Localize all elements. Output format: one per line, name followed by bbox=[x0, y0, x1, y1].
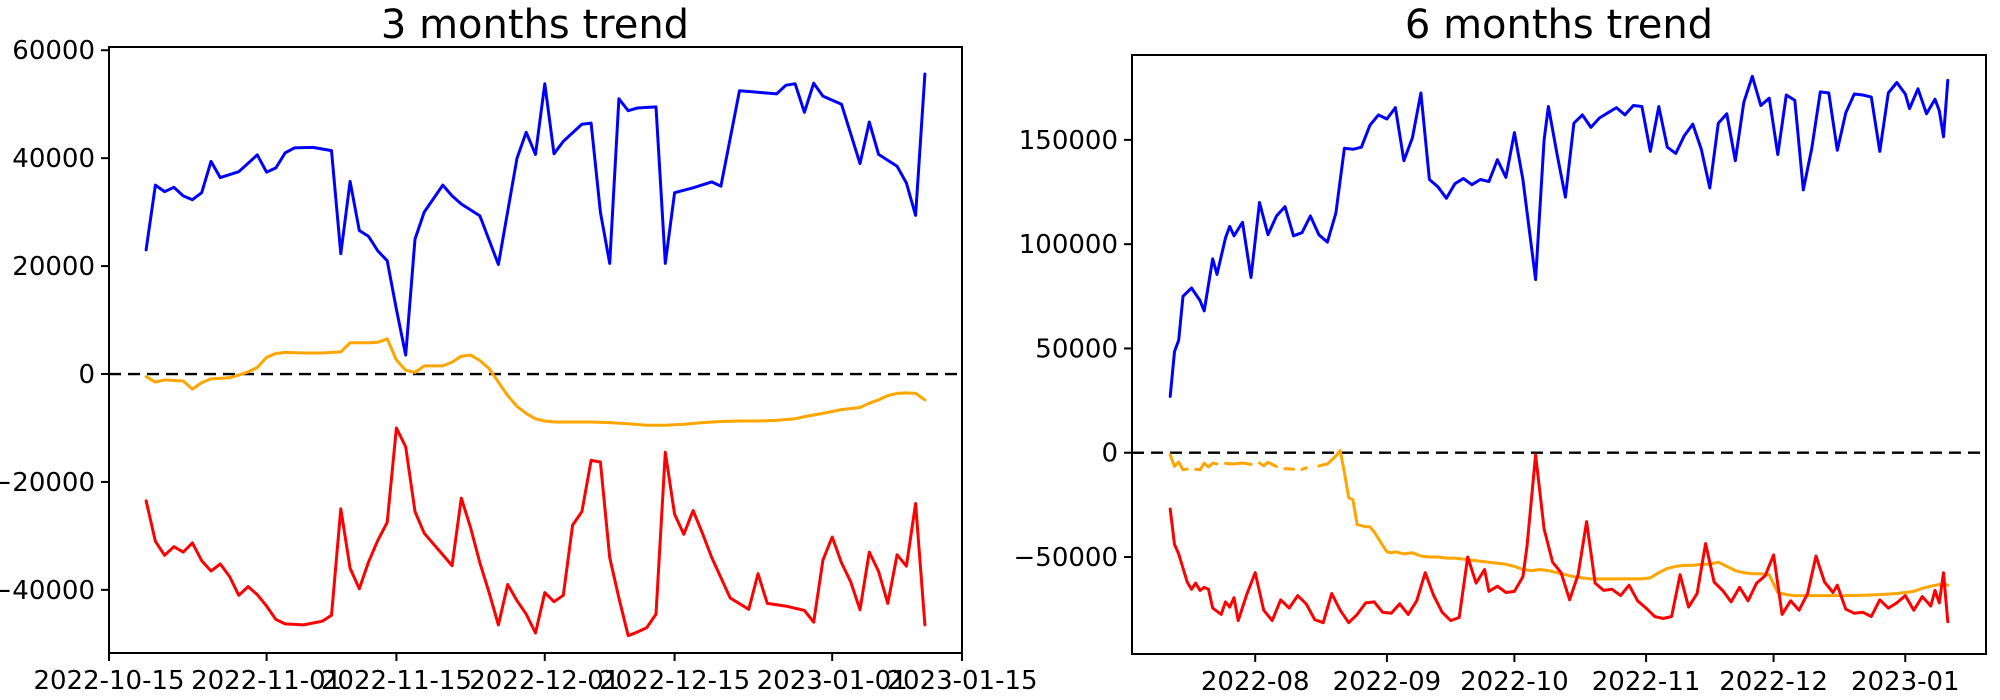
orange-line bbox=[1168, 453, 1189, 472]
orange-line bbox=[1194, 461, 1219, 472]
x-tick-label: 2022-11-15 bbox=[321, 666, 472, 696]
chart-title-6-months: 6 months trend bbox=[1405, 2, 1713, 48]
x-tick-label: 2022-10-15 bbox=[33, 666, 184, 696]
x-tick-label: 2022-11-01 bbox=[191, 666, 342, 696]
blue-line bbox=[144, 72, 927, 357]
red-line bbox=[1168, 453, 1950, 625]
y-tick-label: −40000 bbox=[0, 576, 95, 606]
chart-3-months-trend: 3 months trend 60000 40000 20000 0 −20000 −40… bbox=[0, 2, 1038, 696]
y-tick-label: 60000 bbox=[12, 36, 95, 66]
y-tick-label: 0 bbox=[78, 360, 95, 390]
chart-title-3-months: 3 months trend bbox=[381, 2, 689, 48]
orange-line bbox=[1258, 460, 1278, 468]
orange-line bbox=[1224, 461, 1253, 466]
y-tick-label: −50000 bbox=[1014, 543, 1119, 573]
y-tick-label: 20000 bbox=[12, 252, 95, 282]
y-tick-label: 40000 bbox=[12, 144, 95, 174]
y-tick-label: 0 bbox=[1101, 439, 1118, 469]
y-tick-label: −20000 bbox=[0, 468, 95, 498]
x-tick-label: 2023-01-15 bbox=[886, 666, 1037, 696]
blue-line bbox=[1168, 74, 1950, 398]
x-tick-label: 2022-08 bbox=[1201, 667, 1310, 697]
orange-line bbox=[1300, 466, 1308, 471]
x-tick-label: 2022-11 bbox=[1592, 667, 1701, 697]
plot-area-6-months: 150000 100000 50000 0 −50000 2022-08 2022-09 20… bbox=[1014, 54, 1987, 697]
x-tick-label: 2022-12-01 bbox=[469, 666, 620, 696]
orange-line bbox=[1317, 449, 1950, 598]
y-tick-label: 100000 bbox=[1019, 230, 1118, 260]
red-line bbox=[144, 426, 927, 638]
orange-line bbox=[1283, 467, 1295, 471]
chart-6-months-trend: 6 months trend 150000 100000 50000 0 −50000 2… bbox=[1014, 2, 1987, 697]
x-tick-label: 2022-09 bbox=[1333, 667, 1442, 697]
x-tick-label: 2022-12 bbox=[1719, 667, 1828, 697]
x-tick-label: 2023-01 bbox=[1851, 667, 1960, 697]
y-tick-label: 150000 bbox=[1019, 126, 1118, 156]
orange-line bbox=[144, 337, 927, 427]
x-tick-label: 2022-12-15 bbox=[599, 666, 750, 696]
x-tick-label: 2023-01-01 bbox=[757, 666, 908, 696]
axes-spines bbox=[108, 46, 963, 654]
y-tick-label: 50000 bbox=[1035, 334, 1118, 364]
x-tick-label: 2022-10 bbox=[1460, 667, 1569, 697]
axes-spines bbox=[1131, 54, 1987, 655]
